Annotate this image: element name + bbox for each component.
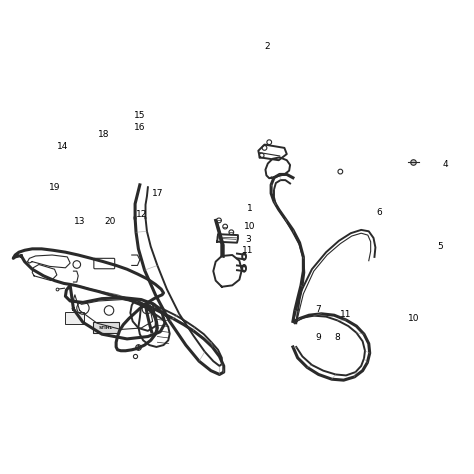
- Text: 5: 5: [437, 242, 443, 251]
- FancyBboxPatch shape: [93, 322, 119, 333]
- Text: 1: 1: [247, 204, 253, 213]
- Text: 2: 2: [264, 42, 270, 51]
- Text: 4: 4: [443, 161, 448, 169]
- Text: 14: 14: [57, 143, 68, 151]
- Text: 3: 3: [245, 235, 251, 244]
- Text: 19: 19: [49, 183, 60, 191]
- Text: 12: 12: [136, 210, 147, 219]
- Text: 16: 16: [134, 124, 146, 132]
- Text: 17: 17: [152, 189, 163, 198]
- Text: 18: 18: [98, 130, 109, 139]
- FancyBboxPatch shape: [94, 258, 115, 269]
- Text: 10: 10: [408, 314, 419, 323]
- Text: 9: 9: [316, 333, 321, 342]
- Text: 7: 7: [316, 305, 321, 313]
- Text: 11: 11: [340, 310, 352, 319]
- Text: 15: 15: [134, 111, 146, 120]
- Text: 6: 6: [376, 208, 382, 217]
- Text: 10: 10: [244, 222, 255, 231]
- FancyBboxPatch shape: [65, 312, 84, 324]
- Text: 8: 8: [335, 333, 340, 342]
- Text: STIHL: STIHL: [99, 326, 113, 329]
- Text: 13: 13: [74, 218, 85, 226]
- Text: 20: 20: [104, 218, 116, 226]
- Text: 11: 11: [242, 246, 254, 255]
